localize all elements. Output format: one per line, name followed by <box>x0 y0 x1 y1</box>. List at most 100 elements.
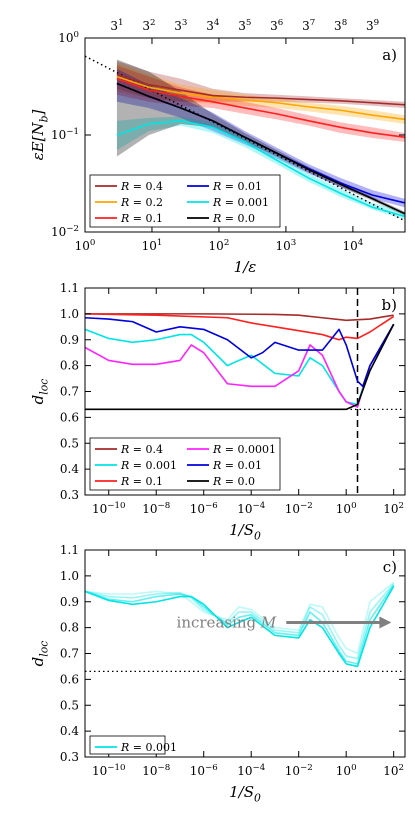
legend-variable: R <box>212 459 221 472</box>
text-span: 3 <box>174 19 182 33</box>
text-span: 3 <box>334 19 342 33</box>
text-span: 3 <box>110 19 118 33</box>
panel-label: b) <box>382 296 397 314</box>
series-line-5 <box>85 323 395 411</box>
x-tick-label: 102 <box>383 763 404 778</box>
legend-entry: R = 0.1 <box>120 475 163 488</box>
x-tick-label: 102 <box>209 238 230 253</box>
y-tick-label: 0.9 <box>60 333 79 347</box>
text-span: 2 <box>399 763 405 773</box>
legend-variable: R <box>120 475 129 488</box>
top-tick-label: 32 <box>142 18 155 33</box>
text-span: −6 <box>205 763 218 773</box>
text-span: d <box>29 395 47 405</box>
legend-entry: R = 0.01 <box>212 180 262 193</box>
legend-entry: R = 0.1 <box>120 212 163 225</box>
text-span: d <box>29 657 47 667</box>
y-axis-label: dloc <box>29 641 51 667</box>
legend-entry: R = 0.0 <box>212 475 255 488</box>
top-tick-label: 35 <box>238 18 251 33</box>
y-tick-label: 0.9 <box>60 595 79 609</box>
x-tick-label: 10−8 <box>142 763 170 778</box>
text-span: 1 <box>157 238 163 248</box>
top-tick-label: 38 <box>334 18 347 33</box>
text-span: 1/S <box>229 783 254 801</box>
legend-value: = 0.0 <box>221 475 255 488</box>
text-span: 10 <box>58 31 73 45</box>
panel-label: a) <box>382 46 397 64</box>
legend-variable: R <box>212 443 221 456</box>
series-line-4 <box>116 120 405 218</box>
series-line-0 <box>85 313 394 322</box>
text-span: 6 <box>278 18 284 28</box>
y-tick-label: 1.1 <box>60 543 79 557</box>
text-span: 0 <box>351 763 357 773</box>
text-span: 0.4 <box>60 462 79 476</box>
legend-entry: R = 0.4 <box>120 443 163 456</box>
text-span: −10 <box>107 763 125 773</box>
text-span: 0.6 <box>60 410 79 424</box>
text-span: 1.0 <box>60 569 79 583</box>
annotation-text: increasing M <box>177 613 277 631</box>
series-line-3 <box>85 581 395 655</box>
legend-entry: R = 0.001 <box>212 196 269 209</box>
text-span: 0 <box>351 501 357 511</box>
text-span: 3 <box>238 19 246 33</box>
text-span: −2 <box>66 224 79 234</box>
y-tick-label: 1.1 <box>60 281 79 295</box>
series-line-2 <box>116 78 405 138</box>
legend-variable: R <box>212 475 221 488</box>
legend-value: = 0.01 <box>221 459 262 472</box>
text-span: 10 <box>92 764 107 778</box>
text-span: 0.8 <box>60 621 79 635</box>
legend-entry: R = 0.0001 <box>212 443 276 456</box>
text-span: 8 <box>342 18 348 28</box>
text-span: 10 <box>209 239 224 253</box>
text-span: 1 <box>118 18 124 28</box>
y-tick-label: 0.5 <box>60 698 79 712</box>
text-span: 3 <box>142 19 150 33</box>
confidence-band-0 <box>116 60 405 108</box>
text-span: 2 <box>150 18 156 28</box>
text-span: −2 <box>300 763 313 773</box>
top-tick-label: 39 <box>366 18 379 33</box>
legend-variable: R <box>120 196 129 209</box>
y-tick-label: 0.3 <box>60 750 79 764</box>
x-tick-label: 100 <box>75 238 96 253</box>
legend-value: = 0.1 <box>129 475 163 488</box>
text-span: 10 <box>237 502 252 516</box>
legend-entry: R = 0.0 <box>212 212 255 225</box>
text-span: −1 <box>66 127 79 137</box>
text-span: εE[N <box>29 122 47 161</box>
legend-variable: R <box>120 459 129 472</box>
text-span: 10 <box>336 764 351 778</box>
legend-entry: R = 0.01 <box>212 459 262 472</box>
text-span: 0.4 <box>60 724 79 738</box>
x-tick-label: 10−6 <box>190 763 218 778</box>
y-tick-label: 100 <box>58 30 79 45</box>
x-tick-label: 104 <box>342 238 363 253</box>
text-span: 3 <box>206 19 214 33</box>
top-tick-label: 37 <box>302 18 315 33</box>
y-tick-label: 0.6 <box>60 672 79 686</box>
y-tick-label: 1.0 <box>60 569 79 583</box>
x-tick-label: 101 <box>142 238 163 253</box>
text-span: −8 <box>158 501 171 511</box>
text-span: 10 <box>142 502 157 516</box>
text-span: −4 <box>252 763 265 773</box>
y-tick-label: 0.7 <box>60 385 79 399</box>
series-line-2 <box>85 583 395 660</box>
text-span: 10 <box>190 764 205 778</box>
text-span: 10 <box>383 502 398 516</box>
legend-value: = 0.01 <box>221 180 262 193</box>
legend-entry: R = 0.4 <box>120 180 163 193</box>
text-span: −4 <box>252 501 265 511</box>
text-span: −2 <box>300 501 313 511</box>
text-span: 0.9 <box>60 333 79 347</box>
annotation-variable: M <box>260 613 277 631</box>
text-span: 0.8 <box>60 359 79 373</box>
text-span: 1/S <box>229 521 254 539</box>
confidence-band-4 <box>116 116 405 220</box>
legend-box <box>89 437 281 491</box>
